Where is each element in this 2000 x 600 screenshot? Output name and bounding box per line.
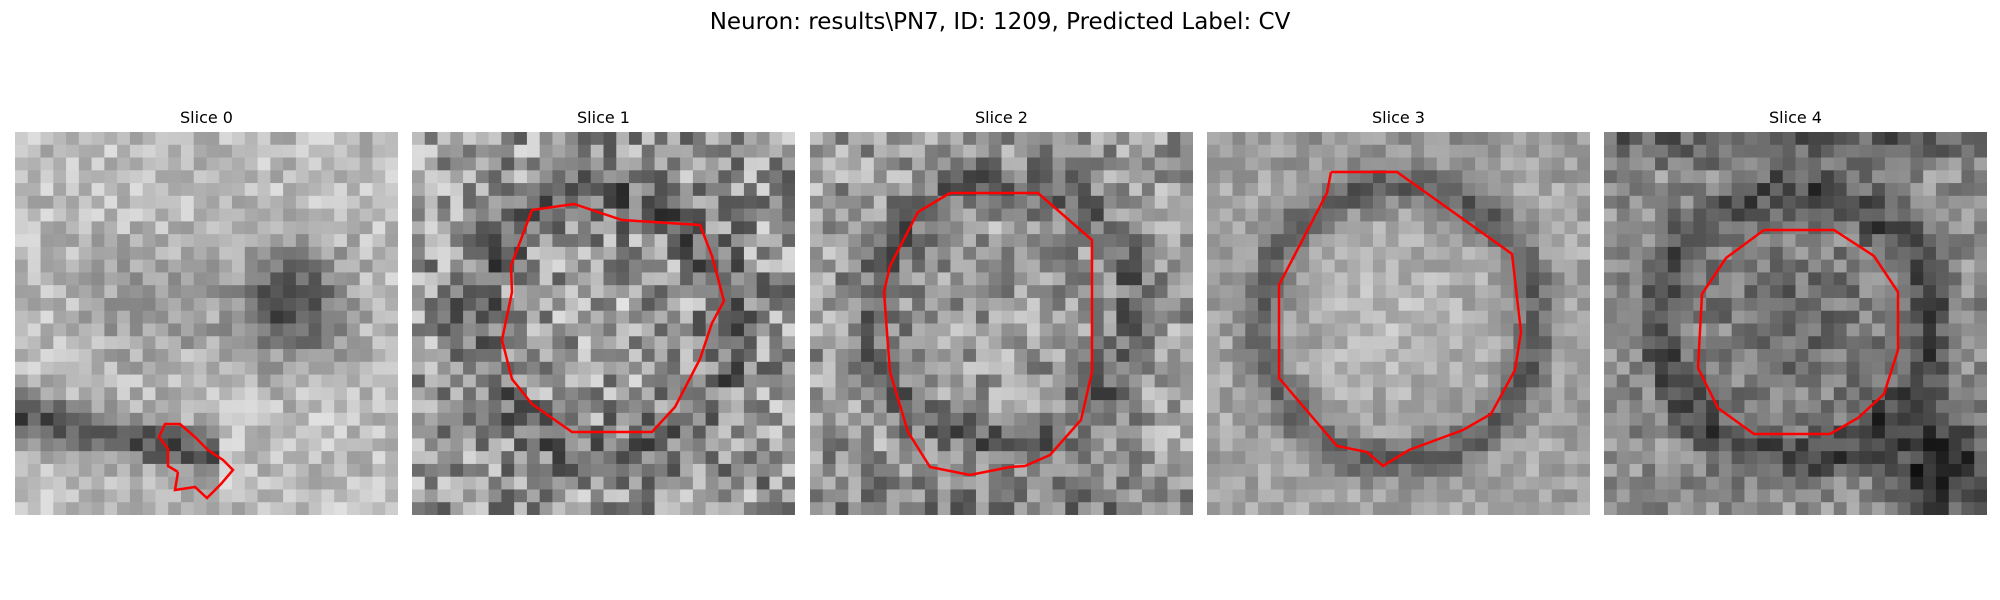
slice-title: Slice 1	[577, 108, 630, 127]
roi-contour	[1277, 170, 1523, 468]
slice-texture	[15, 132, 398, 515]
slice-texture	[412, 132, 795, 515]
slice-panel-4: Slice 4	[1604, 108, 1987, 515]
slice-image	[412, 132, 795, 515]
roi-contour	[157, 422, 235, 500]
slice-texture	[1207, 132, 1590, 515]
roi-contour	[500, 202, 726, 434]
slice-texture	[1604, 132, 1987, 515]
slice-title: Slice 4	[1769, 108, 1822, 127]
roi-contour	[882, 191, 1094, 477]
slice-panel-2: Slice 2	[810, 108, 1193, 515]
slice-image	[15, 132, 398, 515]
slice-panel-1: Slice 1	[412, 108, 795, 515]
roi-contour	[1696, 228, 1900, 436]
slice-panel-0: Slice 0	[15, 108, 398, 515]
slice-texture	[810, 132, 1193, 515]
slice-image	[1604, 132, 1987, 515]
slice-panel-3: Slice 3	[1207, 108, 1590, 515]
slice-image	[810, 132, 1193, 515]
slice-title: Slice 3	[1372, 108, 1425, 127]
figure-title: Neuron: results\PN7, ID: 1209, Predicted…	[709, 9, 1291, 35]
slice-title: Slice 0	[180, 108, 233, 127]
slice-title: Slice 2	[975, 108, 1028, 127]
slice-image	[1207, 132, 1590, 515]
